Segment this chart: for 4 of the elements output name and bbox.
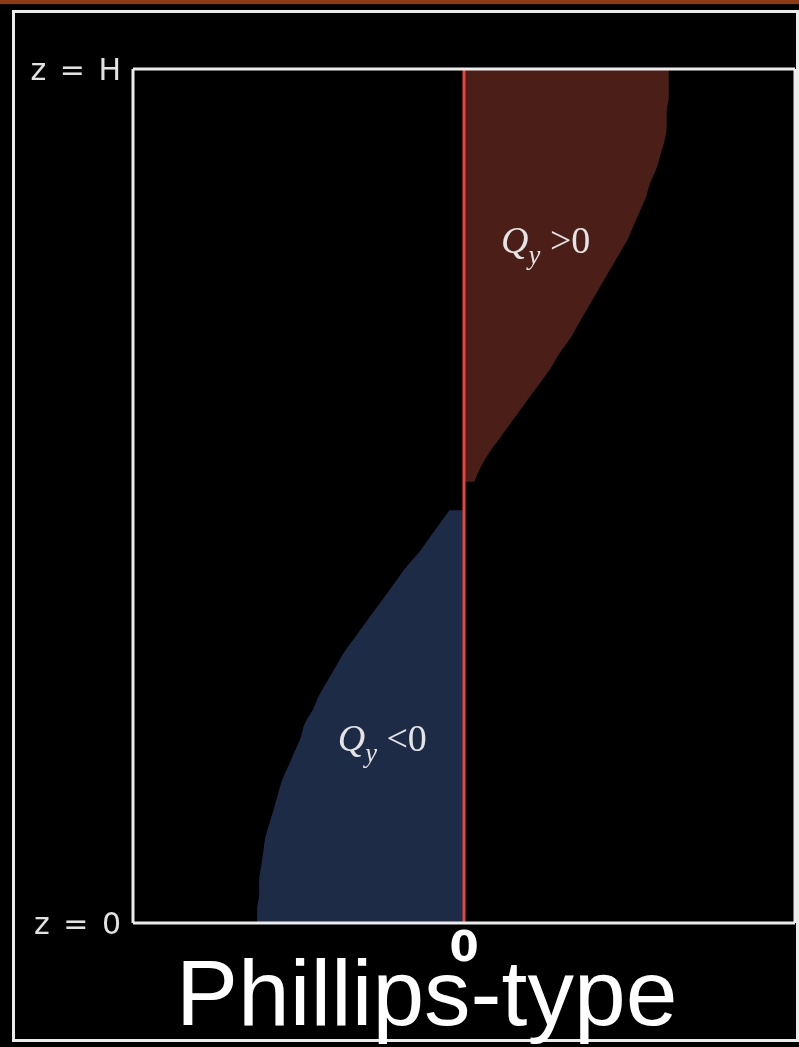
series-label: Q$_{y}$ >0 — [501, 218, 591, 270]
series-label: Q$_{y}$ <0 — [337, 716, 427, 768]
y-tick-label: z = H — [30, 51, 123, 87]
y-tick-label: z = 0 — [33, 905, 123, 941]
